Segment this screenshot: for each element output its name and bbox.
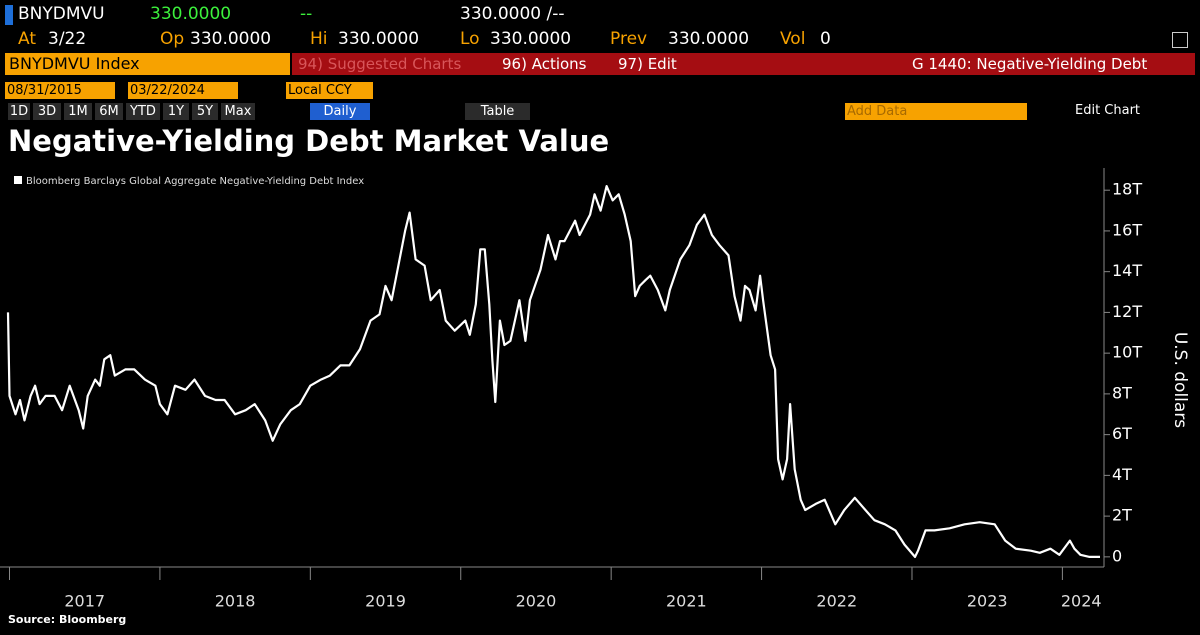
range-button[interactable]: YTD [126,103,160,120]
y-tick-label: 6T [1112,424,1132,443]
toolbar-band [292,53,1195,75]
end-date[interactable]: 03/22/2024 [128,82,238,99]
edit-menu[interactable]: 97) Edit [618,55,677,73]
x-tick-label: 2018 [215,592,256,611]
op-value: 330.0000 [190,29,272,49]
lo-value: 330.0000 [490,29,572,49]
x-tick-label: 2023 [967,592,1008,611]
at-label: At [18,29,36,49]
security-field[interactable]: BNYDMVU Index [5,53,290,75]
range-button[interactable]: 1M [64,103,92,120]
popout-icon[interactable] [1172,32,1188,48]
prev-label: Prev [610,29,648,49]
x-tick-label: 2019 [365,592,406,611]
chart-title: Negative-Yielding Debt Market Value [8,124,609,158]
y-tick-label: 18T [1112,180,1142,199]
chart-name: G 1440: Negative-Yielding Debt [912,55,1148,73]
range-button[interactable]: 3D [33,103,61,120]
y-tick-label: 14T [1112,261,1142,280]
x-tick-label: 2020 [516,592,557,611]
y-axis-label: U.S. dollars [1170,332,1190,428]
at-value: 3/22 [48,29,87,49]
y-tick-label: 10T [1112,343,1142,362]
range-button[interactable]: 1Y [163,103,189,120]
op-label: Op [160,29,185,49]
hi-label: Hi [310,29,328,49]
y-tick-label: 16T [1112,220,1142,239]
vol-value: 0 [820,29,831,49]
x-tick-label: 2022 [816,592,857,611]
x-tick-label: 2021 [666,592,707,611]
legend-swatch [14,176,22,184]
start-date[interactable]: 08/31/2015 [5,82,115,99]
y-tick-label: 2T [1112,506,1132,525]
x-tick-label: 2017 [64,592,105,611]
change: -- [300,4,313,24]
range-button[interactable]: 1D [8,103,30,120]
y-tick-label: 0 [1112,546,1122,565]
currency[interactable]: Local CCY [286,82,373,99]
add-data-field[interactable]: Add Data [845,103,1027,120]
range-button[interactable]: 5Y [192,103,218,120]
y-tick-label: 4T [1112,465,1132,484]
bid-ask: 330.0000 /-- [460,4,565,24]
ticker-marker [5,5,13,25]
y-tick-label: 8T [1112,383,1132,402]
actions-menu[interactable]: 96) Actions [502,55,587,73]
edit-chart-button[interactable]: Edit Chart [1075,103,1141,118]
legend-label: Bloomberg Barclays Global Aggregate Nega… [26,176,364,187]
frequency-button[interactable]: Daily [310,103,370,120]
series-line [6,185,1100,558]
last-price: 330.0000 [150,4,232,24]
hi-value: 330.0000 [338,29,420,49]
prev-value: 330.0000 [668,29,750,49]
y-tick-label: 12T [1112,302,1142,321]
suggested-menu[interactable]: 94) Suggested Charts [298,55,462,73]
ticker: BNYDMVU [18,4,105,24]
source: Source: Bloomberg [8,613,126,626]
table-button[interactable]: Table [465,103,530,120]
vol-label: Vol [780,29,806,49]
x-tick-label: 2024 [1061,592,1102,611]
range-button[interactable]: 6M [95,103,123,120]
range-button[interactable]: Max [221,103,255,120]
lo-label: Lo [460,29,480,49]
